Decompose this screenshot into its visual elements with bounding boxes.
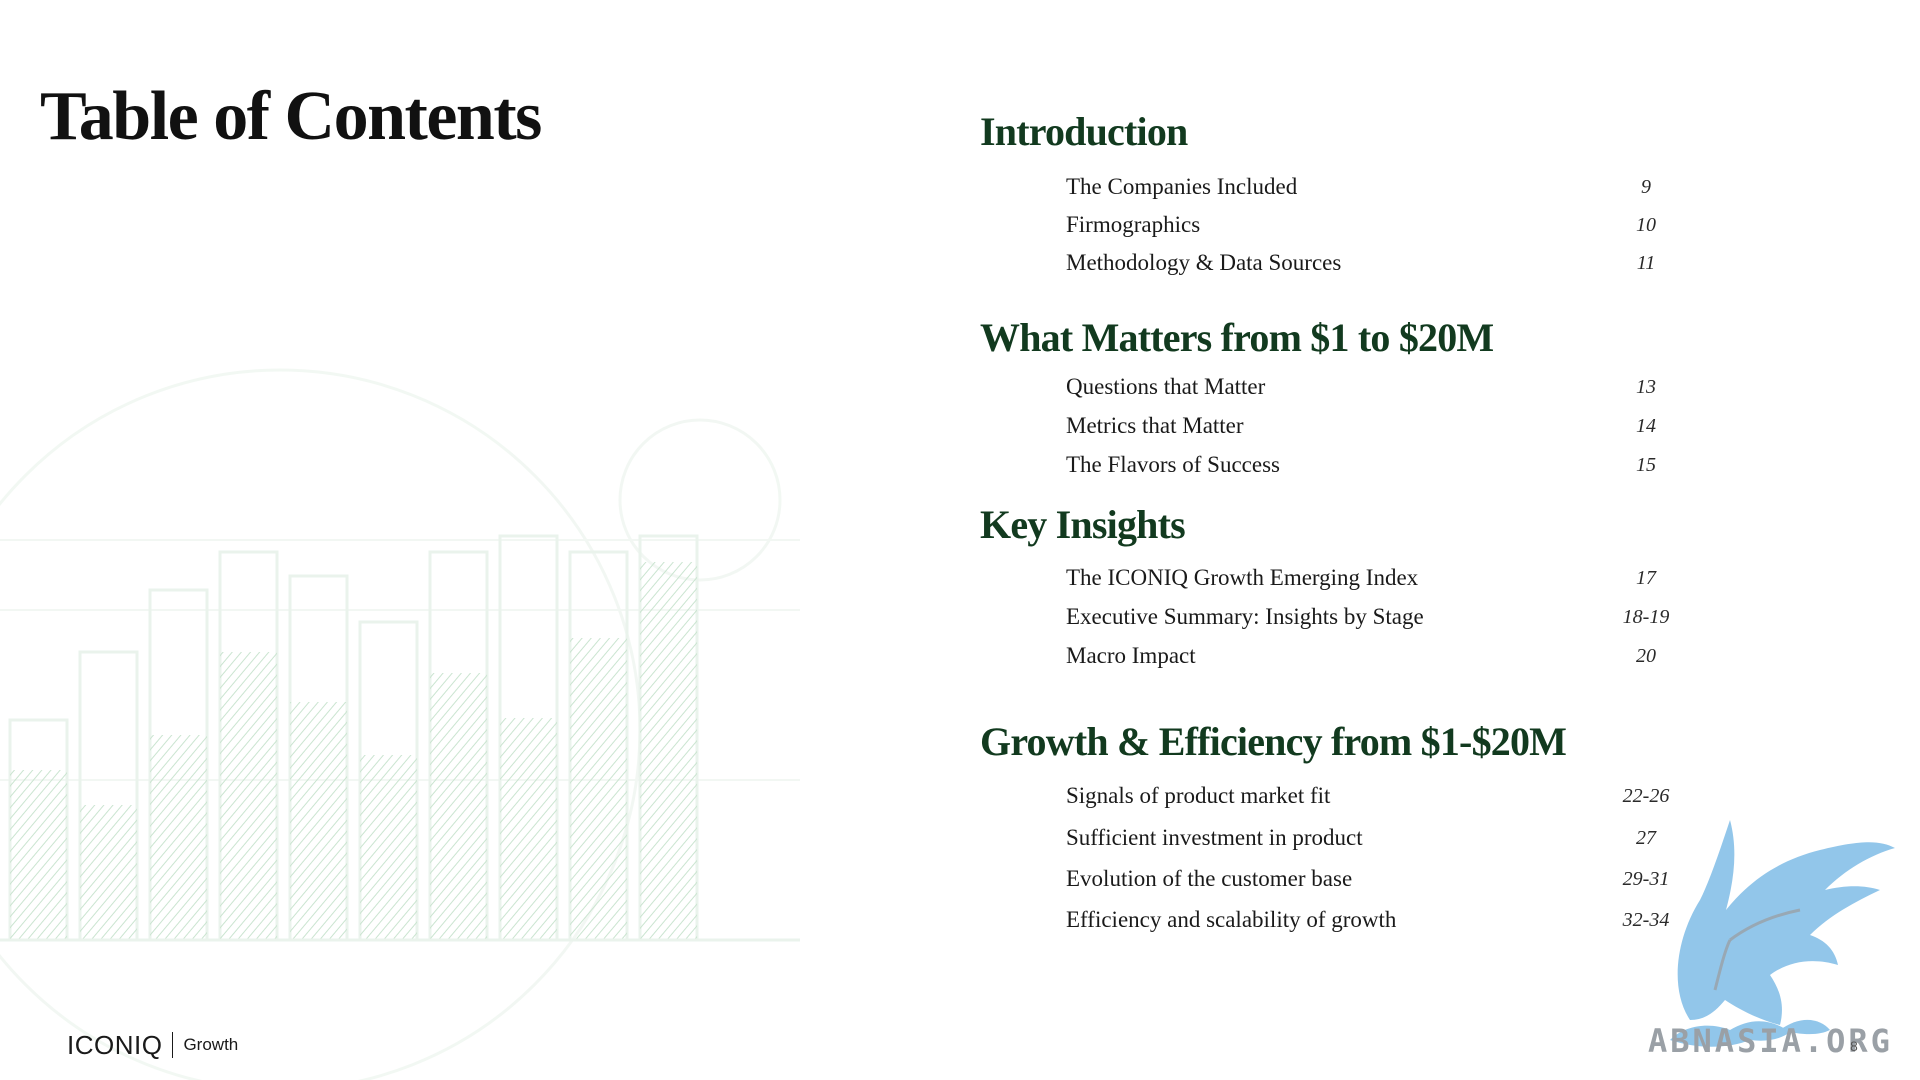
toc-entry-page: 22-26	[1622, 785, 1670, 807]
toc-entry-label: Executive Summary: Insights by Stage	[1066, 604, 1424, 629]
page-number: 8	[1850, 1038, 1858, 1054]
toc-entry[interactable]: Evolution of the customer base 29-31	[1066, 864, 1686, 894]
toc-entry-label: Macro Impact	[1066, 643, 1196, 668]
toc-entry-label: Efficiency and scalability of growth	[1066, 907, 1397, 932]
page-title: Table of Contents	[40, 78, 542, 155]
logo-wordmark: ICONIQ	[67, 1029, 163, 1060]
toc-entry-page: 17	[1636, 567, 1656, 589]
toc-entry[interactable]: Sufficient investment in product 27	[1066, 823, 1686, 853]
watermark-text: ABNASIA.ORG	[1648, 1022, 1893, 1060]
toc-entry-page: 29-31	[1622, 868, 1670, 890]
toc-entry[interactable]: Macro Impact 20	[1066, 641, 1686, 671]
logo-subtitle: Growth	[183, 1035, 239, 1054]
decorative-bar-sketch	[0, 368, 800, 1080]
toc-entry-page: 10	[1636, 214, 1656, 236]
toc-entry-label: The Flavors of Success	[1066, 452, 1280, 477]
table-of-contents: Introduction The Companies Included 9 Fi…	[980, 0, 1780, 1080]
toc-entry[interactable]: Questions that Matter 13	[1066, 372, 1686, 402]
toc-entry[interactable]: The Companies Included 9	[1066, 172, 1686, 202]
toc-entry-page: 18-19	[1622, 606, 1670, 628]
toc-entry-label: Metrics that Matter	[1066, 413, 1244, 438]
toc-entry-page: 14	[1636, 415, 1656, 437]
section-heading-what-matters: What Matters from $1 to $20M	[980, 315, 1494, 360]
toc-entry-page: 15	[1636, 454, 1656, 476]
toc-entry[interactable]: Metrics that Matter 14	[1066, 411, 1686, 441]
toc-entry-label: Sufficient investment in product	[1066, 825, 1363, 850]
toc-entry-label: Signals of product market fit	[1066, 783, 1331, 808]
toc-entry[interactable]: Methodology & Data Sources 11	[1066, 248, 1686, 278]
iconiq-growth-logo: ICONIQ Growth	[67, 1030, 238, 1060]
toc-entry-page: 20	[1636, 645, 1656, 667]
toc-entry-label: The ICONIQ Growth Emerging Index	[1066, 565, 1419, 590]
toc-entry-label: The Companies Included	[1066, 174, 1298, 199]
toc-entry-label: Questions that Matter	[1066, 374, 1266, 399]
section-heading-introduction: Introduction	[980, 109, 1188, 154]
section-heading-key-insights: Key Insights	[980, 502, 1186, 547]
toc-entry-page: 32-34	[1622, 909, 1670, 931]
toc-entry[interactable]: Efficiency and scalability of growth 32-…	[1066, 905, 1686, 935]
toc-entry[interactable]: Signals of product market fit 22-26	[1066, 781, 1686, 811]
toc-entry-label: Firmographics	[1066, 212, 1201, 237]
section-heading-growth-efficiency: Growth & Efficiency from $1-$20M	[980, 719, 1567, 764]
toc-entry-page: 11	[1636, 252, 1656, 274]
toc-entry[interactable]: The ICONIQ Growth Emerging Index 17	[1066, 563, 1686, 593]
toc-entry-label: Methodology & Data Sources	[1066, 250, 1342, 275]
toc-entry-page: 13	[1636, 376, 1656, 398]
griffin-watermark-icon	[1670, 820, 1895, 1047]
toc-entry[interactable]: The Flavors of Success 15	[1066, 450, 1686, 480]
logo-divider	[172, 1032, 174, 1058]
toc-entry-page: 9	[1641, 176, 1651, 198]
toc-entry-label: Evolution of the customer base	[1066, 866, 1353, 891]
toc-entry[interactable]: Firmographics 10	[1066, 210, 1686, 240]
toc-entry-page: 27	[1636, 827, 1656, 849]
toc-entry[interactable]: Executive Summary: Insights by Stage 18-…	[1066, 602, 1686, 632]
